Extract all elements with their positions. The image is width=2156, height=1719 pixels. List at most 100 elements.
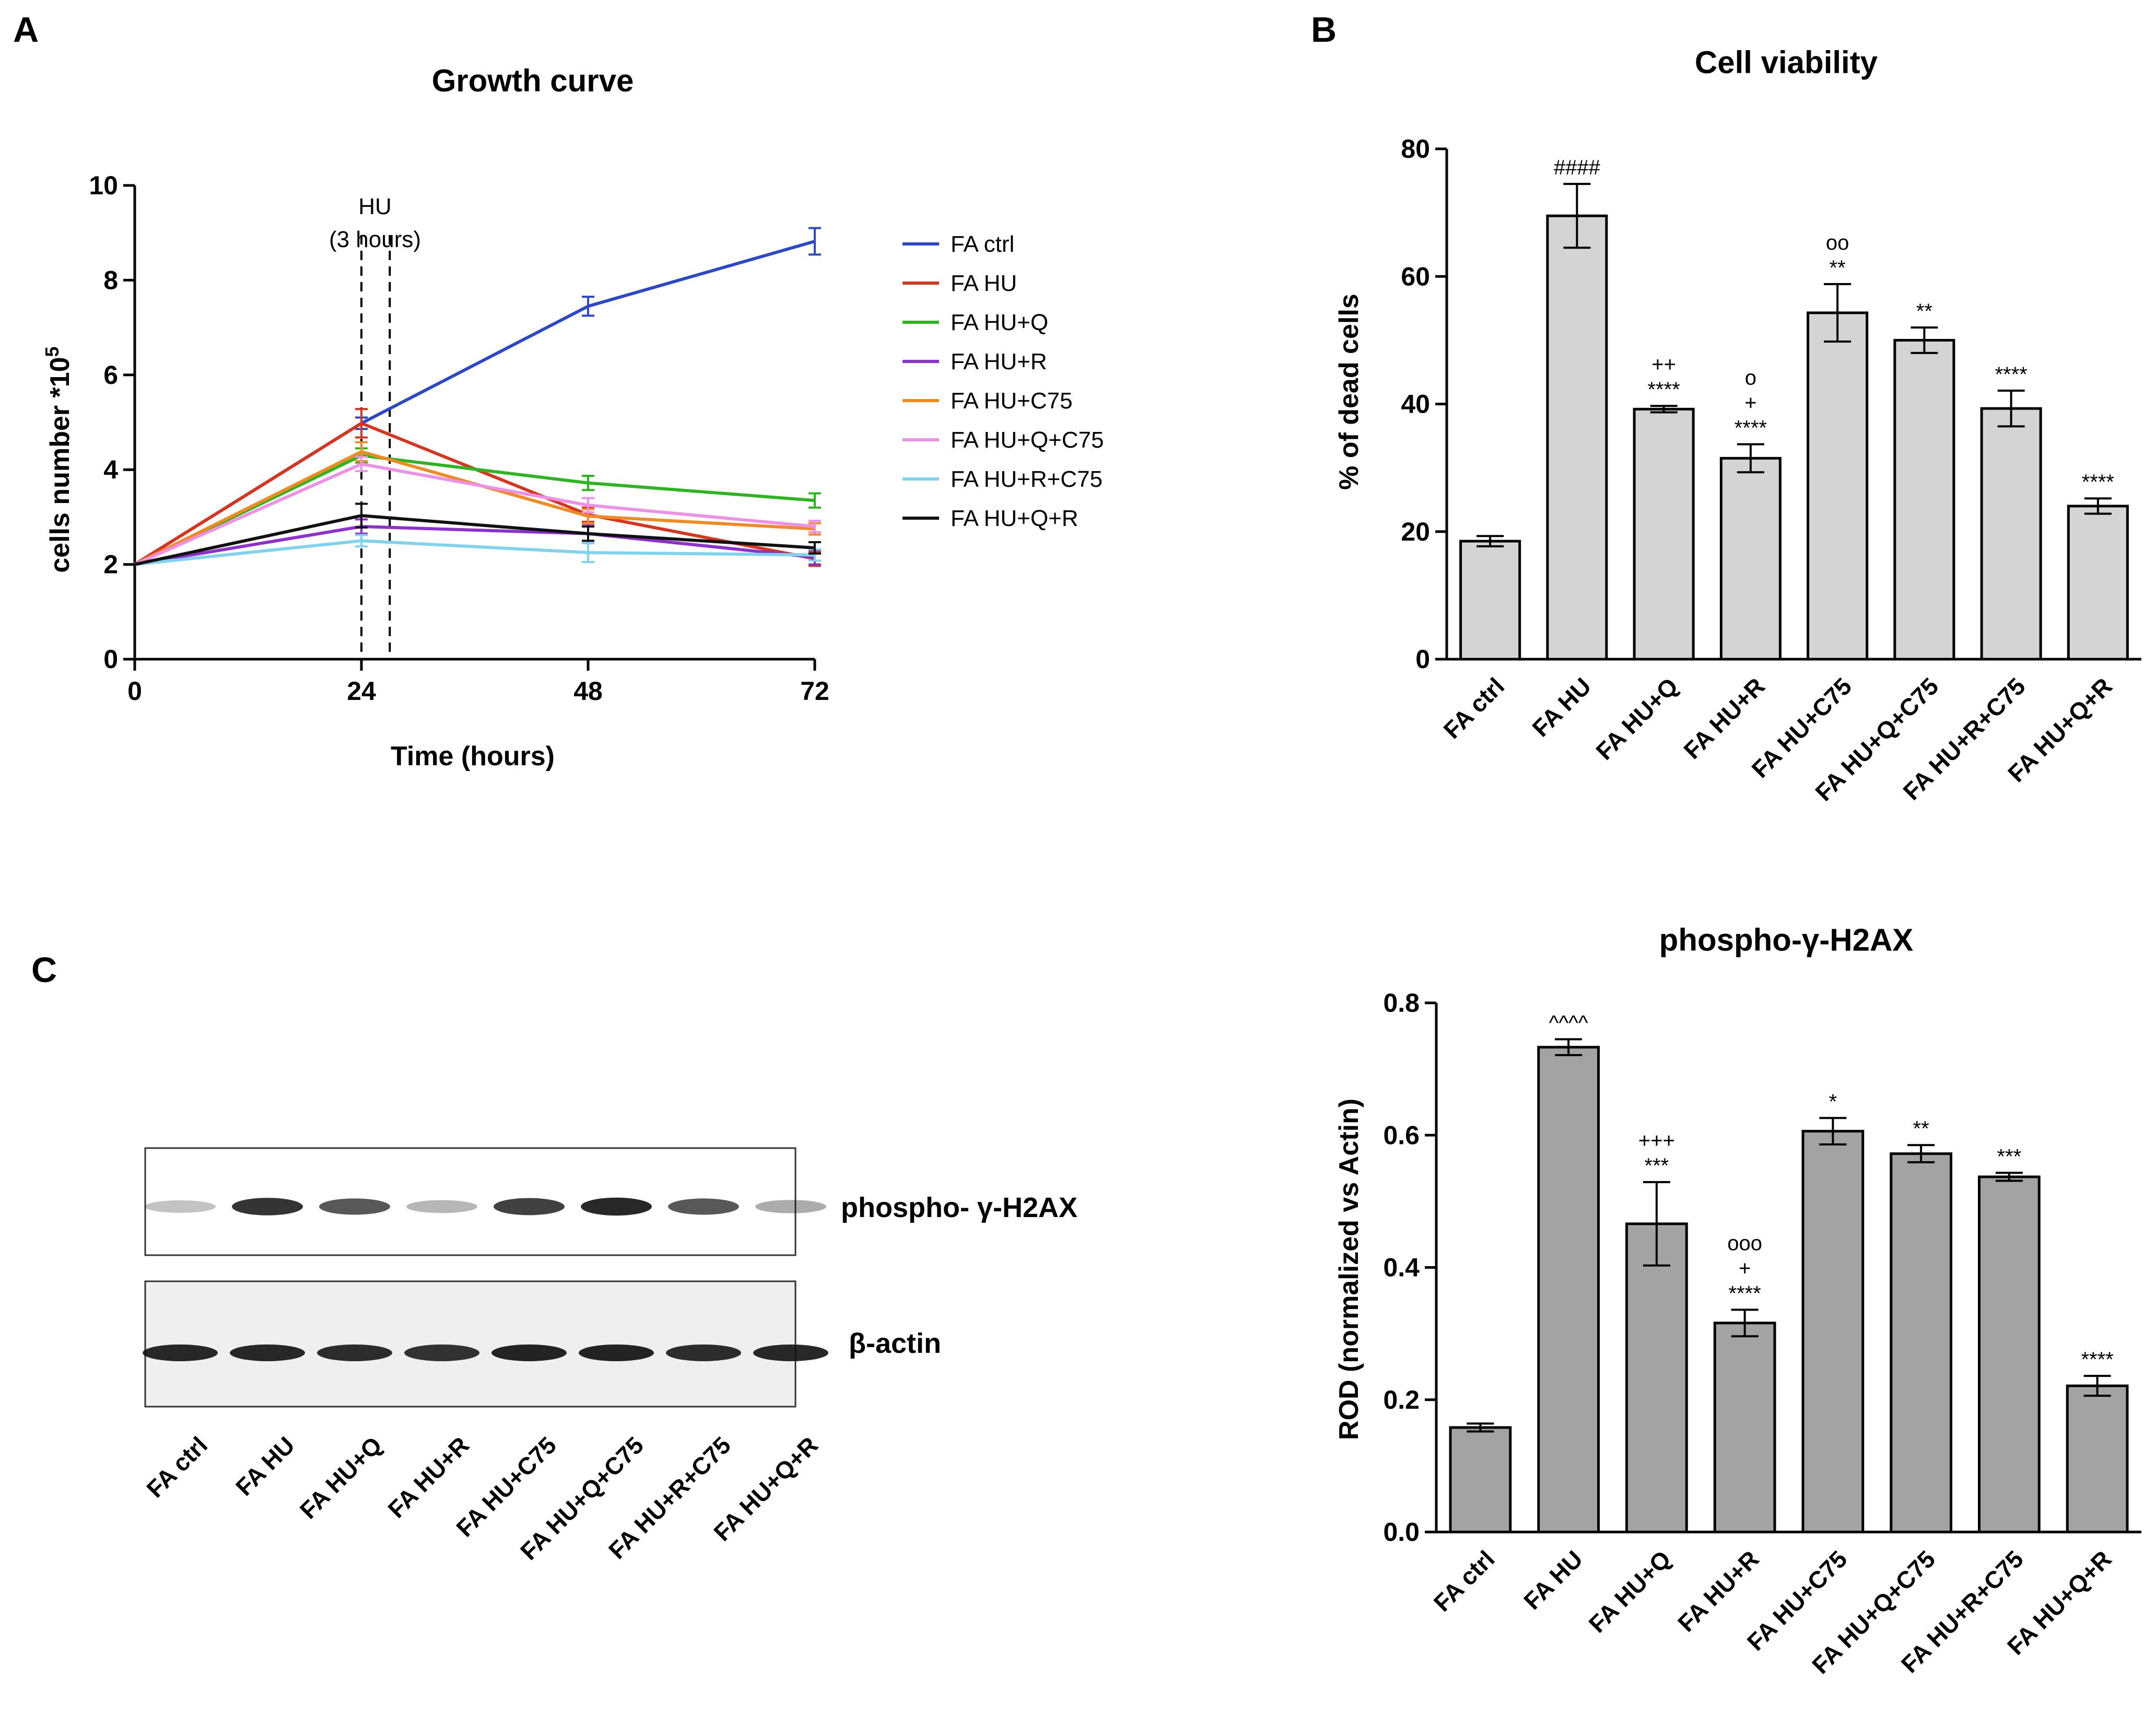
x-category-label: FA HU <box>1527 672 1596 742</box>
x-category-label: FA ctrl <box>1428 1545 1500 1617</box>
legend-label: FA HU+R <box>951 349 1047 375</box>
h2ax-band <box>581 1197 652 1216</box>
h2ax-chart-title: phospho-γ-H2AX <box>1659 922 1914 957</box>
y-tick-label: 0.0 <box>1383 1517 1420 1547</box>
growth-y-tick-label: 0 <box>103 645 118 674</box>
significance-label: *** <box>1645 1154 1669 1177</box>
actin-band <box>579 1344 654 1361</box>
bar <box>1807 311 1869 661</box>
y-tick-label: 0.4 <box>1383 1253 1420 1282</box>
panel-letter-b: B <box>1311 10 1337 50</box>
significance-label: o <box>1745 366 1756 389</box>
panel-letter-c: C <box>31 950 57 990</box>
h2ax-band <box>145 1200 216 1213</box>
blot-label-h2ax: phospho- γ-H2AX <box>841 1192 1077 1223</box>
bar <box>1978 1175 2041 1534</box>
significance-label: ** <box>1830 256 1846 279</box>
significance-label: ** <box>1913 1117 1929 1140</box>
h2ax-plot-area: 0.00.20.40.60.8FA ctrl^^^^FA HU+++***FA … <box>1383 988 2141 1679</box>
growth-series-line <box>134 453 815 566</box>
legend-label: FA HU <box>951 271 1017 296</box>
growth-curve-chart: Growth curve cells number *105 Time (hou… <box>41 63 1104 771</box>
y-tick-label: 80 <box>1401 134 1430 163</box>
growth-x-axis-title: Time (hours) <box>391 741 555 771</box>
bar <box>1893 338 1955 661</box>
bar <box>1546 214 1608 661</box>
bar <box>1801 1130 1865 1534</box>
growth-y-axis-title: cells number *105 <box>41 346 75 572</box>
growth-y-tick-label: 4 <box>103 455 118 484</box>
growth-series-line <box>134 525 815 566</box>
hu-annotation-duration: (3 hours) <box>329 227 421 252</box>
h2ax-y-axis-title: ROD (normalized vs Actin) <box>1334 1098 1364 1440</box>
legend-label: FA HU+C75 <box>951 388 1073 414</box>
bar <box>1980 407 2042 661</box>
growth-series-line <box>134 462 815 566</box>
significance-label: **** <box>1735 416 1767 439</box>
growth-y-tick-label: 6 <box>103 360 118 390</box>
legend-label: FA HU+Q+C75 <box>951 427 1104 453</box>
growth-series-line <box>134 514 815 566</box>
growth-x-tick-label: 48 <box>573 676 603 706</box>
x-category-label: FA HU <box>1518 1545 1588 1615</box>
significance-label: +++ <box>1638 1129 1675 1152</box>
significance-label: *** <box>1997 1145 2022 1168</box>
growth-legend: FA ctrl FA HU FA HU+Q FA HU+R FA HU+C75 FA HU… <box>903 231 1104 531</box>
y-tick-label: 0.2 <box>1383 1385 1420 1414</box>
significance-label: **** <box>1728 1282 1761 1305</box>
y-tick-label: 0 <box>1415 645 1430 674</box>
significance-label: ** <box>1916 300 1932 323</box>
panel-letter-a: A <box>13 10 39 50</box>
h2ax-chart: phospho-γ-H2AX ROD (normalized vs Actin)… <box>1334 922 2141 1679</box>
legend-label: FA HU+Q+R <box>951 506 1079 531</box>
actin-band <box>230 1344 305 1361</box>
bar <box>1713 1322 1776 1534</box>
viability-y-axis-title: % of dead cells <box>1334 294 1364 490</box>
cell-viability-chart: Cell viability % of dead cells 0 20 40 60 80… <box>1334 45 2141 806</box>
actin-band <box>753 1344 828 1361</box>
y-tick-label: 20 <box>1401 517 1430 546</box>
bar <box>2066 1384 2129 1534</box>
growth-series-line <box>134 539 815 566</box>
actin-band <box>491 1344 567 1361</box>
growth-y-tick-label: 10 <box>89 171 118 200</box>
h2ax-band <box>668 1198 739 1215</box>
viability-chart-title: Cell viability <box>1695 45 1878 80</box>
significance-label: #### <box>1554 156 1601 179</box>
h2ax-band <box>406 1200 477 1213</box>
growth-chart-title: Growth curve <box>432 63 634 98</box>
growth-y-tick-label: 8 <box>103 265 118 295</box>
blot-lane-label: FA HU <box>230 1431 300 1501</box>
bar <box>1633 407 1695 661</box>
significance-label: + <box>1739 1257 1751 1280</box>
h2ax-band <box>319 1198 390 1215</box>
growth-y-tick-label: 2 <box>103 550 118 579</box>
x-category-label: FA HU+Q <box>1584 1545 1676 1638</box>
growth-x-tick-label: 0 <box>127 676 142 706</box>
legend-label: FA ctrl <box>951 231 1014 257</box>
bar <box>1625 1222 1688 1534</box>
y-tick-label: 60 <box>1401 262 1430 291</box>
h2ax-band <box>232 1198 303 1215</box>
bar <box>1890 1152 1952 1534</box>
significance-label: ++ <box>1651 353 1676 376</box>
actin-band <box>143 1344 218 1361</box>
bar <box>1719 457 1782 661</box>
bar <box>1449 1426 1512 1534</box>
y-tick-label: 0.6 <box>1383 1120 1420 1150</box>
significance-label: oo <box>1826 231 1849 254</box>
x-category-label: FA ctrl <box>1438 672 1509 744</box>
blot-lane-label: FA HU+Q <box>295 1431 387 1524</box>
h2ax-band <box>755 1200 826 1213</box>
blot-bands <box>143 1197 828 1361</box>
blot-lane-label: FA HU+R <box>382 1431 474 1523</box>
significance-label: * <box>1829 1090 1837 1113</box>
h2ax-band <box>494 1198 565 1215</box>
significance-label: **** <box>2081 1348 2113 1371</box>
actin-band <box>317 1344 392 1361</box>
significance-label: **** <box>1647 378 1680 401</box>
